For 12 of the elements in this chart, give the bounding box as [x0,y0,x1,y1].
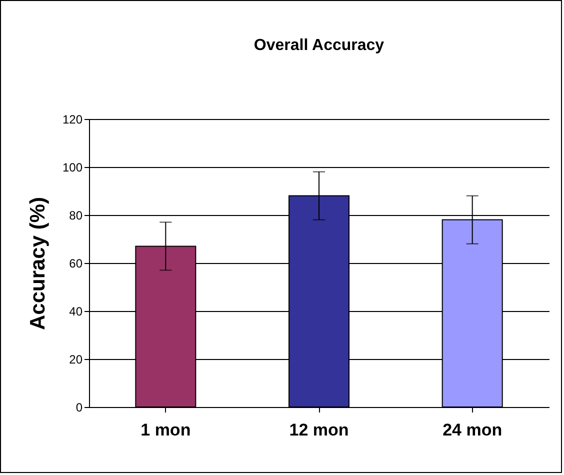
chart-title: Overall Accuracy [254,37,384,54]
y-tick-label: 80 [69,208,83,222]
y-tick-label: 60 [69,256,83,270]
x-tick-label: 1 mon [140,420,191,440]
y-tick-label: 40 [69,304,83,318]
y-tick-label: 120 [62,112,83,126]
x-tick-label: 12 mon [289,420,349,440]
y-tick-label: 100 [62,160,83,174]
y-axis-title: Accuracy (%) [26,196,50,330]
y-tick-label: 20 [69,352,83,366]
y-tick-label: 0 [76,400,83,414]
x-tick-label: 24 mon [442,420,502,440]
